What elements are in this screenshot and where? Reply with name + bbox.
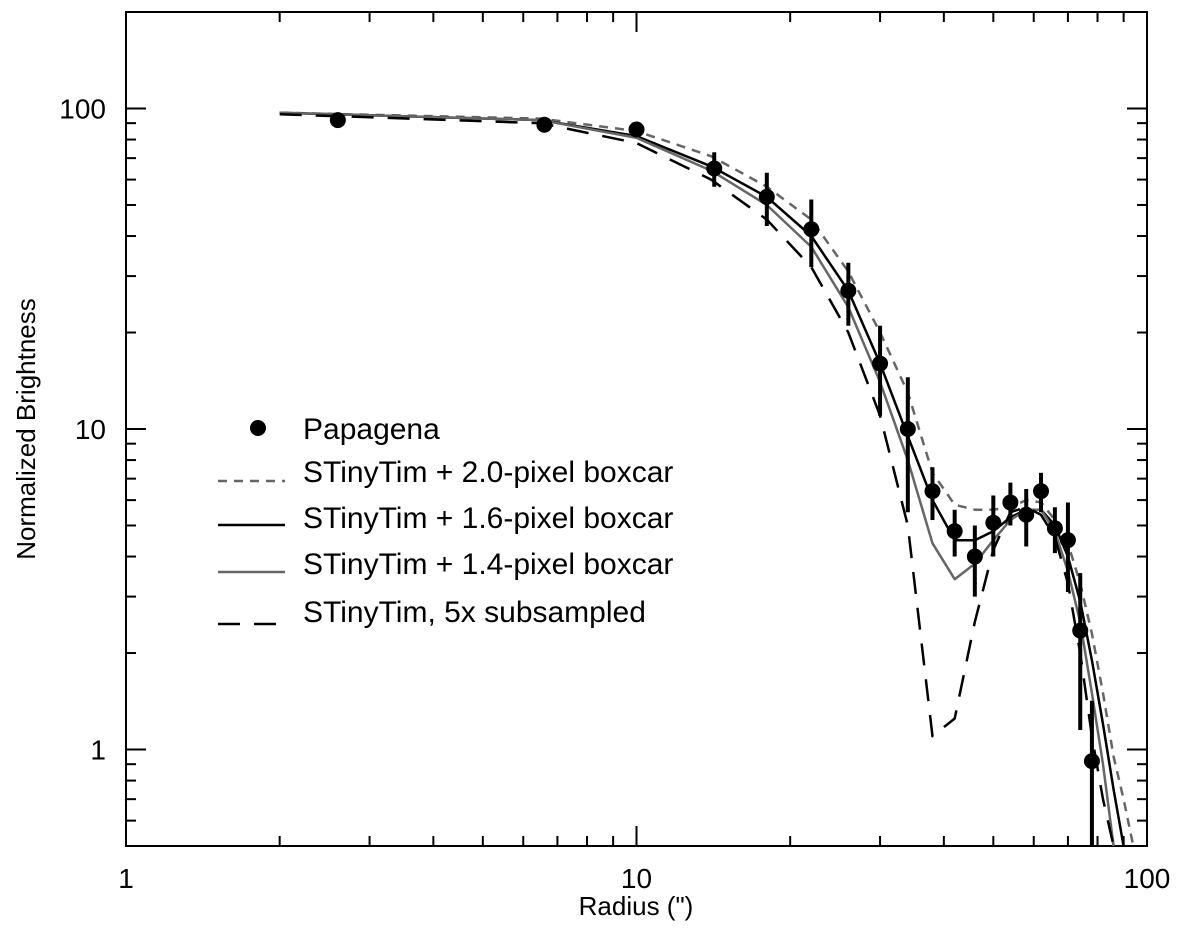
y-tick-label: 100 — [59, 93, 106, 124]
data-point — [840, 282, 857, 299]
data-point — [985, 514, 1002, 531]
legend-label-series-2: STinyTim + 1.6-pixel boxcar — [303, 502, 673, 535]
data-point — [966, 548, 983, 565]
data-points — [329, 112, 1100, 770]
data-point — [899, 421, 916, 437]
legend-marker-papagena — [250, 420, 266, 436]
data-point — [706, 160, 723, 177]
data-point — [1018, 506, 1035, 523]
axis-ticks — [125, 11, 1147, 847]
legend: Papagena STinyTim + 2.0-pixel boxcar STi… — [218, 413, 673, 629]
y-tick-label: 10 — [75, 414, 106, 445]
data-point — [803, 221, 820, 238]
data-point — [1046, 520, 1063, 537]
data-point — [872, 355, 889, 372]
data-point — [924, 483, 941, 500]
data-point — [1033, 483, 1050, 500]
data-point — [628, 121, 645, 138]
axis-tick-labels: 1 10 100 1 10 100 — [59, 93, 1170, 894]
series-line-3 — [279, 111, 1115, 846]
data-point — [1072, 622, 1089, 639]
x-tick-label: 100 — [1124, 863, 1171, 894]
x-tick-label: 10 — [621, 863, 652, 894]
data-point — [1059, 532, 1076, 549]
legend-label-series-3: STinyTim + 1.4-pixel boxcar — [303, 548, 673, 581]
legend-label-series-1: STinyTim + 2.0-pixel boxcar — [303, 456, 673, 489]
series-line-4 — [279, 112, 1115, 846]
data-point — [329, 112, 346, 129]
legend-label-series-4: STinyTim, 5x subsampled — [303, 596, 646, 629]
y-tick-label: 1 — [90, 735, 106, 766]
x-axis-title: Radius (") — [579, 891, 694, 921]
legend-label-papagena: Papagena — [303, 413, 440, 446]
data-point — [1002, 494, 1019, 511]
x-tick-label: 1 — [118, 863, 134, 894]
data-point — [1083, 753, 1100, 770]
y-axis-title: Normalized Brightness — [11, 298, 41, 560]
data-point — [946, 523, 963, 540]
data-point — [758, 188, 775, 205]
data-point — [536, 116, 553, 133]
